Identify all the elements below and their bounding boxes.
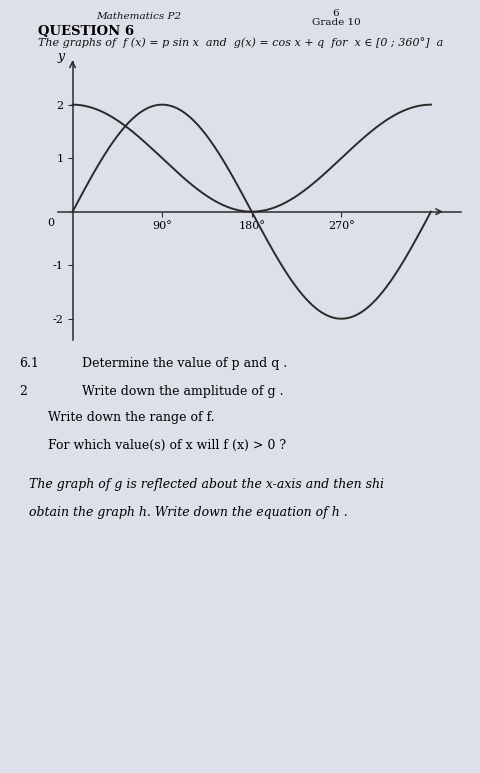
Text: 2: 2 <box>19 385 27 398</box>
Text: Determine the value of p and q .: Determine the value of p and q . <box>82 357 287 370</box>
Text: For which value(s) of x will f (x) > 0 ?: For which value(s) of x will f (x) > 0 ? <box>48 439 286 452</box>
Text: The graph of g is reflected about the x-axis and then shi: The graph of g is reflected about the x-… <box>29 478 384 491</box>
Text: 6.1: 6.1 <box>19 357 39 370</box>
Text: QUESTION 6: QUESTION 6 <box>38 25 134 38</box>
Text: y: y <box>57 50 64 63</box>
Text: Grade 10: Grade 10 <box>312 18 360 27</box>
Text: Write down the amplitude of g .: Write down the amplitude of g . <box>82 385 283 398</box>
Text: Mathematics P2: Mathematics P2 <box>96 12 181 22</box>
Text: 6: 6 <box>333 9 339 19</box>
Text: obtain the graph h. Write down the equation of h .: obtain the graph h. Write down the equat… <box>29 506 348 519</box>
Text: 0: 0 <box>48 218 55 228</box>
Text: Write down the range of f.: Write down the range of f. <box>48 411 215 424</box>
Text: The graphs of  f (x) = p sin x  and  g(x) = cos x + q  for  x ∈ [0 ; 360°]  a: The graphs of f (x) = p sin x and g(x) =… <box>38 37 444 48</box>
